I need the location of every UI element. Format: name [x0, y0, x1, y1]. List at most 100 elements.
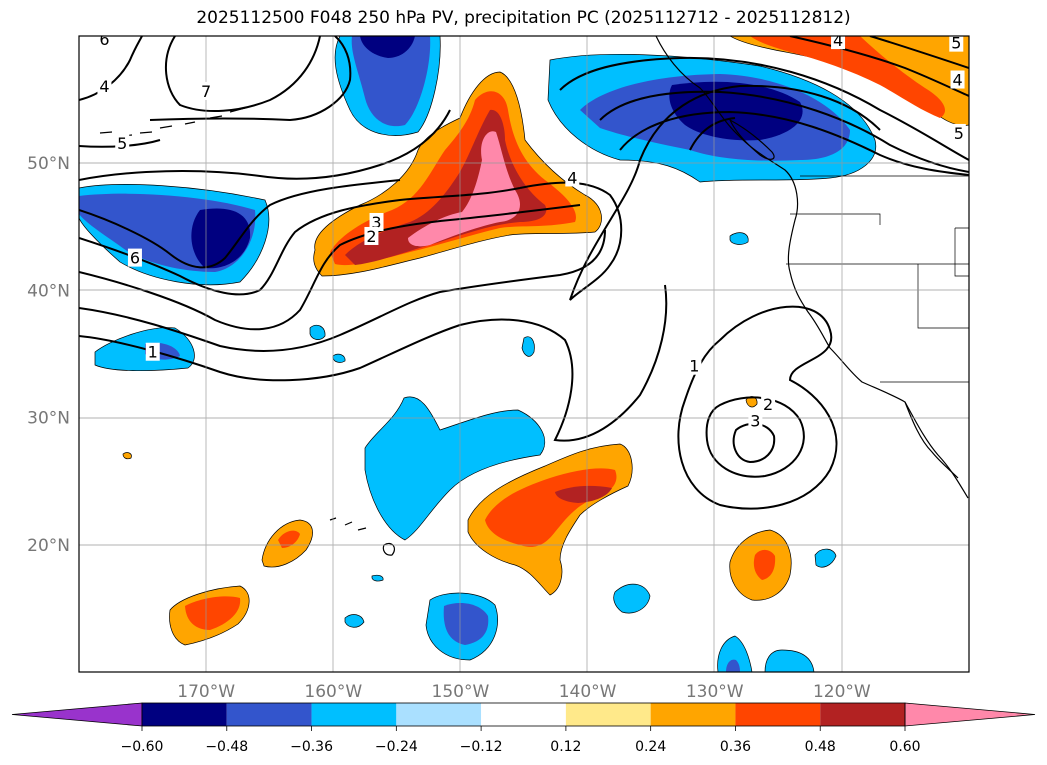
lat-tick-label: 30°N	[27, 409, 70, 429]
pv-contour-ne-5	[869, 36, 969, 69]
pv-contour-label-bg	[369, 212, 384, 231]
pv-contour-6-left	[79, 179, 401, 269]
pv-contour-ne-6	[689, 117, 736, 151]
neg-field-small-d	[729, 232, 749, 245]
precip-shading	[79, 36, 969, 672]
map-frame	[78, 35, 970, 673]
colorbar-extend-high	[904, 702, 1036, 727]
pv-contour-label-bg	[199, 81, 214, 100]
pv-contour-label: 6	[99, 30, 109, 49]
lon-tick-label: 160°W	[304, 682, 362, 702]
colorbar-swatch	[565, 703, 651, 726]
pv-contour-label: 4	[833, 31, 843, 50]
neg-field-small-c	[332, 353, 346, 363]
pv-contour-low-1	[677, 305, 838, 510]
neg-field-small-f	[371, 574, 384, 582]
neg-field-nw-peak	[360, 36, 415, 58]
colorbar-swatch	[820, 703, 905, 726]
pv-contour-4-mid	[519, 84, 881, 301]
pv-contour-label-bg	[950, 70, 965, 89]
neg-field-nw-core	[351, 36, 431, 127]
neg-field-small-e	[344, 614, 365, 628]
pv-contour-label: 1	[689, 357, 699, 376]
lon-tick-label: 140°W	[559, 682, 617, 702]
pv-contour-label-bg	[687, 356, 702, 375]
pv-contour-label-bg	[145, 342, 160, 361]
pos-field-central-peak	[555, 485, 612, 503]
colorbar-swatch	[481, 703, 566, 726]
pv-contour-label-bg	[565, 168, 580, 187]
lat-tick-label: 50°N	[27, 154, 70, 174]
pos-field-se-core	[753, 549, 776, 580]
colorbar-tick-label: 0.24	[635, 739, 666, 755]
lon-tick-labels: 170°W 160°W 150°W 140°W 130°W 120°W	[177, 682, 871, 702]
pv-contour-label: 2	[763, 395, 773, 414]
colorbar-extend-low	[11, 702, 143, 727]
pv-contours	[79, 36, 969, 510]
pv-contour-ne-3	[619, 110, 969, 176]
pv-contour-label: 3	[371, 213, 381, 232]
colorbar-tick-label: −0.24	[375, 739, 418, 755]
colorbar-swatch	[311, 703, 397, 726]
ca-nv-border	[917, 264, 969, 329]
pv-contour-label-bg	[949, 36, 964, 52]
colorbar-tick-label: 0.12	[550, 739, 581, 755]
vancouver-island	[728, 118, 775, 160]
pv-contour-label: 4	[952, 71, 962, 90]
graticule	[79, 36, 969, 672]
pv-contour-label-bg	[97, 76, 112, 95]
pv-contour-label-bg	[127, 248, 142, 267]
neg-field-small-b	[309, 324, 326, 340]
pv-contour-label-bg	[748, 411, 763, 430]
pv-contour-label-bg	[761, 394, 776, 413]
colorbar-tick-label: 0.48	[805, 739, 836, 755]
colorbar-swatch	[735, 703, 821, 726]
neg-field-bottom-a	[717, 635, 753, 672]
neg-field-bottom-b	[764, 649, 815, 672]
neg-field-small-a	[521, 336, 535, 357]
pv-contour-label-bg	[951, 123, 966, 142]
lon-tick-label: 170°W	[177, 682, 235, 702]
neg-field-ne-peak	[669, 81, 803, 141]
neg-field-small-h	[814, 548, 837, 568]
id-mt-border	[954, 227, 969, 277]
lon-tick-label: 150°W	[432, 682, 490, 702]
pv-contour-ne-2	[599, 90, 969, 173]
pv-contour-2	[79, 229, 606, 352]
colorbar-swatch	[396, 703, 482, 726]
colorbar-tick-label: −0.36	[290, 739, 333, 755]
pv-contour-label: 7	[201, 82, 211, 101]
pv-contour-label: 5	[117, 134, 127, 153]
pv-contour-6-top	[164, 36, 321, 113]
wa-or-border	[790, 213, 881, 225]
colorbar-tick-label: −0.12	[460, 739, 503, 755]
colorbar-swatch	[650, 703, 736, 726]
pv-contour-label: 4	[99, 77, 109, 96]
pv-contour-label-bg	[364, 226, 379, 245]
lon-tick-label: 130°W	[686, 682, 744, 702]
pos-field-ne-core	[750, 36, 945, 118]
pv-contour-4	[79, 187, 521, 296]
pv-contour-1	[79, 284, 668, 442]
pv-contour-label: 4	[567, 168, 577, 187]
lon-tick-label: 120°W	[813, 682, 871, 702]
pv-contour-label: 3	[750, 411, 760, 430]
pv-contour-label: 6	[130, 249, 140, 268]
lat-tick-label: 20°N	[27, 536, 70, 556]
pv-contour-ne-1	[559, 56, 969, 161]
pv-contour-7	[149, 36, 352, 122]
lat-tick-label: 40°N	[27, 281, 70, 301]
pv-contour-label: 5	[954, 124, 964, 143]
neg-field-small-g	[613, 583, 651, 614]
colorbar: −0.60 −0.48 −0.36 −0.24 −0.12 0.12 0.24 0.36 0.4…	[11, 702, 1036, 755]
pv-contour-3	[79, 204, 581, 331]
chart-title: 2025112500 F048 250 hPa PV, precipitatio…	[196, 8, 851, 28]
pv-contour-label: 1	[148, 343, 158, 362]
colorbar-tick-label: 0.60	[889, 739, 920, 755]
state-borders	[786, 175, 969, 383]
colorbar-tick-label: −0.60	[121, 739, 164, 755]
pos-field-sw-core	[185, 596, 241, 630]
pv-contour-label: 2	[366, 227, 376, 246]
